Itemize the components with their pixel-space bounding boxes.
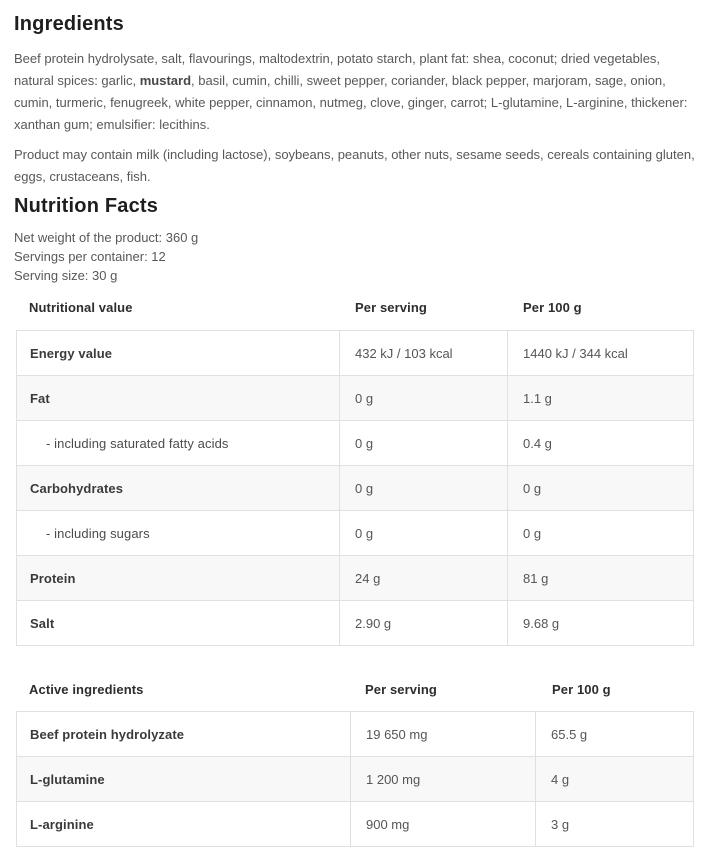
header-nutritional-value: Nutritional value	[29, 300, 133, 315]
header-per-100g: Per 100 g	[552, 682, 611, 697]
nutrient-sublabel-cell: - including saturated fatty acids	[16, 420, 340, 466]
nutrient-label-cell: Fat	[16, 375, 340, 421]
per-100g-value-cell: 4 g	[535, 756, 694, 802]
header-active-ingredients: Active ingredients	[29, 682, 144, 697]
nutrition-facts-table: Energy value 432 kJ / 103 kcal 1440 kJ /…	[16, 330, 694, 646]
per-100g-value-cell: 0 g	[507, 465, 694, 511]
per-serving-value-cell: 19 650 mg	[350, 711, 536, 757]
per-serving-value-cell: 0 g	[339, 510, 508, 556]
per-serving-value-cell: 24 g	[339, 555, 508, 601]
nutrient-label-cell: Protein	[16, 555, 340, 601]
nutrition-table-header: Nutritional value Per serving Per 100 g	[16, 300, 696, 316]
table-row: Carbohydrates 0 g 0 g	[16, 465, 694, 511]
allergen-note: Product may contain milk (including lact…	[14, 147, 695, 184]
header-per-100g: Per 100 g	[523, 300, 582, 315]
ingredients-text-bold-mustard: mustard	[139, 73, 192, 88]
ingredients-text-part1: Beef protein hydrolysate, salt, flavouri…	[14, 51, 661, 88]
header-per-serving: Per serving	[365, 682, 437, 697]
nutrition-facts-heading: Nutrition Facts	[14, 195, 159, 217]
ingredient-label-cell: L-glutamine	[16, 756, 351, 802]
nutrient-label-cell: Carbohydrates	[16, 465, 340, 511]
ingredient-label-cell: L-arginine	[16, 801, 351, 847]
nutrient-sublabel-cell: - including sugars	[16, 510, 340, 556]
ingredients-heading: Ingredients	[14, 13, 124, 35]
per-100g-value-cell: 1440 kJ / 344 kcal	[507, 330, 694, 376]
per-100g-value-cell: 0 g	[507, 510, 694, 556]
per-serving-value-cell: 900 mg	[350, 801, 536, 847]
table-row: L-arginine 900 mg 3 g	[16, 801, 694, 847]
table-row: L-glutamine 1 200 mg 4 g	[16, 756, 694, 802]
servings-per-container-line: Servings per container: 12	[14, 249, 166, 264]
header-per-serving: Per serving	[355, 300, 427, 315]
per-100g-value-cell: 0.4 g	[507, 420, 694, 466]
active-ingredients-table: Beef protein hydrolyzate 19 650 mg 65.5 …	[16, 711, 694, 847]
table-row: Salt 2.90 g 9.68 g	[16, 600, 694, 646]
active-ingredients-table-header: Active ingredients Per serving Per 100 g	[16, 682, 696, 698]
per-100g-value-cell: 1.1 g	[507, 375, 694, 421]
per-serving-value-cell: 2.90 g	[339, 600, 508, 646]
per-serving-value-cell: 0 g	[339, 375, 508, 421]
per-serving-value-cell: 0 g	[339, 420, 508, 466]
table-row: - including sugars 0 g 0 g	[16, 510, 694, 556]
nutrient-label-cell: Salt	[16, 600, 340, 646]
table-row: Energy value 432 kJ / 103 kcal 1440 kJ /…	[16, 330, 694, 376]
ingredients-text: Beef protein hydrolysate, salt, flavouri…	[14, 48, 696, 136]
ingredients-text-part2: , basil, cumin, chilli, sweet pepper, co…	[14, 73, 688, 132]
product-meta: Net weight of the product: 360 g Serving…	[14, 228, 696, 285]
net-weight-line: Net weight of the product: 360 g	[14, 230, 199, 245]
per-100g-value-cell: 65.5 g	[535, 711, 694, 757]
serving-size-line: Serving size: 30 g	[14, 268, 118, 283]
per-serving-value-cell: 1 200 mg	[350, 756, 536, 802]
nutrient-label-cell: Energy value	[16, 330, 340, 376]
per-100g-value-cell: 3 g	[535, 801, 694, 847]
ingredient-label-cell: Beef protein hydrolyzate	[16, 711, 351, 757]
per-serving-value-cell: 432 kJ / 103 kcal	[339, 330, 508, 376]
table-row: Beef protein hydrolyzate 19 650 mg 65.5 …	[16, 711, 694, 757]
per-100g-value-cell: 81 g	[507, 555, 694, 601]
per-100g-value-cell: 9.68 g	[507, 600, 694, 646]
table-row: Protein 24 g 81 g	[16, 555, 694, 601]
table-row: Fat 0 g 1.1 g	[16, 375, 694, 421]
per-serving-value-cell: 0 g	[339, 465, 508, 511]
table-row: - including saturated fatty acids 0 g 0.…	[16, 420, 694, 466]
